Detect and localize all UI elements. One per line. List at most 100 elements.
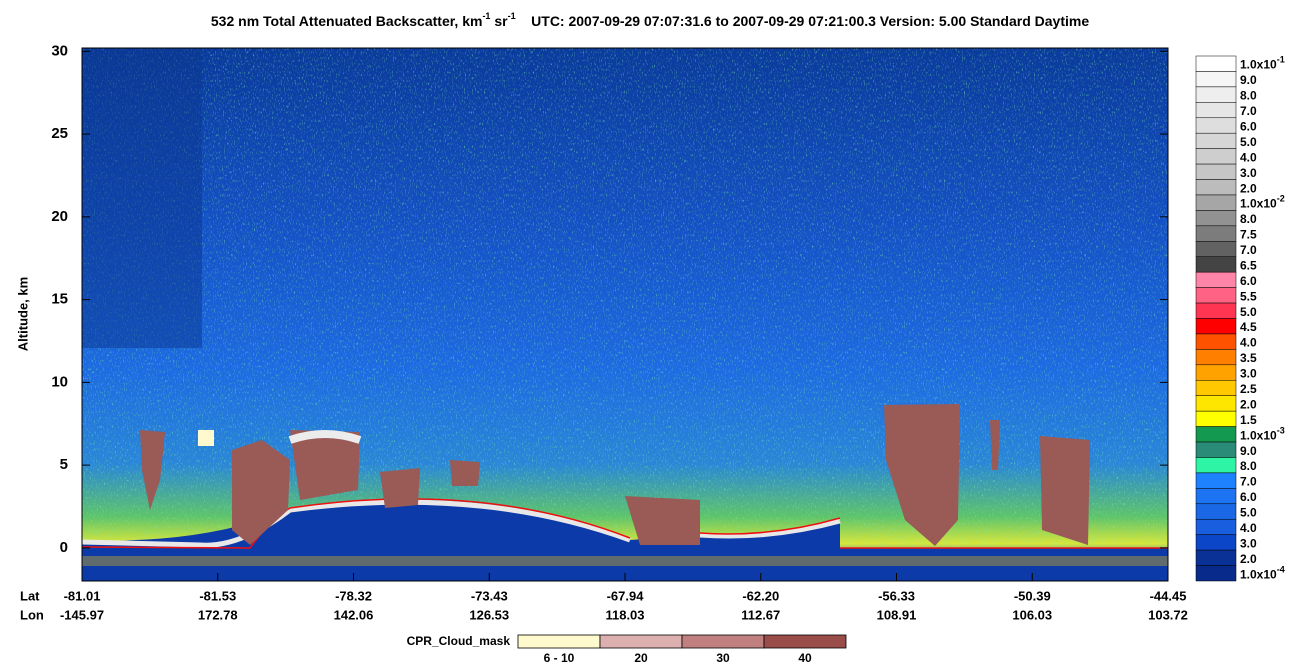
colorbar-cell — [1195, 472, 1237, 489]
colorbar-label-text: 7.0 — [1240, 243, 1257, 257]
colorbar-label: 6.0 — [1240, 274, 1257, 288]
cloud-mask-swatch — [517, 634, 601, 649]
lon-label: 118.03 — [605, 607, 644, 622]
colorbar-cell — [1195, 163, 1237, 180]
cloud-mask-label: 30 — [716, 651, 730, 665]
lon-label: 112.67 — [741, 607, 780, 622]
colorbar-label: 3.0 — [1240, 166, 1257, 180]
cloud-mask-label: 20 — [634, 651, 648, 665]
colorbar-label: 3.5 — [1240, 351, 1257, 365]
colorbar-cell — [1195, 549, 1237, 566]
colorbar-cell — [1195, 287, 1237, 304]
colorbar-label-text: 2.0 — [1240, 181, 1257, 195]
colorbar-cell — [1195, 364, 1237, 381]
chart-title: 532 nm Total Attenuated Backscatter, km-… — [211, 11, 1089, 28]
colorbar-label: 7.0 — [1240, 475, 1257, 489]
colorbar-label-text: 3.0 — [1240, 166, 1257, 180]
colorbar-label: 4.0 — [1240, 521, 1257, 535]
lat-label: -50.39 — [1014, 588, 1051, 603]
lon-label: 108.91 — [877, 607, 917, 622]
colorbar-label-text: 5.0 — [1240, 135, 1257, 149]
cloud-mask-swatch — [763, 634, 847, 649]
lat-label: -67.94 — [607, 588, 645, 603]
colorbar-label-sup: -2 — [1277, 194, 1285, 204]
colorbar-label: 9.0 — [1240, 73, 1257, 87]
colorbar-label-text: 4.5 — [1240, 320, 1257, 334]
lon-label: 103.72 — [1148, 607, 1188, 622]
lon-label: 172.78 — [198, 607, 238, 622]
colorbar-cell — [1195, 565, 1237, 582]
colorbar-label-text: 1.0x10 — [1240, 428, 1277, 442]
colorbar-cell — [1195, 457, 1237, 474]
lon-label: 106.03 — [1012, 607, 1052, 622]
colorbar-cell — [1195, 55, 1237, 72]
colorbar-label-text: 1.0x10 — [1240, 197, 1277, 211]
colorbar-label-text: 3.5 — [1240, 351, 1257, 365]
colorbar-label-sup: -1 — [1277, 55, 1285, 65]
colorbar-cell — [1195, 395, 1237, 412]
colorbar-label: 2.0 — [1240, 181, 1257, 195]
colorbar-cell — [1195, 302, 1237, 319]
cloud-mask-title: CPR_Cloud_mask — [407, 634, 511, 648]
colorbar-cell — [1195, 102, 1237, 119]
colorbar-label: 7.0 — [1240, 104, 1257, 118]
x-row-label: Lat — [20, 588, 40, 603]
colorbar-cell — [1195, 225, 1237, 242]
colorbar-cell — [1195, 148, 1237, 165]
colorbar-cell — [1195, 132, 1237, 149]
cloud-mask-swatch — [681, 634, 765, 649]
colorbar-label: 6.0 — [1240, 120, 1257, 134]
y-tick-label: 0 — [60, 539, 68, 556]
colorbar-label: 4.0 — [1240, 336, 1257, 350]
colorbar-cell — [1195, 349, 1237, 366]
y-tick-label: 30 — [51, 42, 68, 59]
colorbar-label-text: 3.0 — [1240, 367, 1257, 381]
colorbar-cell — [1195, 210, 1237, 227]
colorbar-label-sup: -3 — [1277, 426, 1285, 436]
cloud-mask-label: 6 - 10 — [544, 651, 575, 665]
colorbar-cell — [1195, 441, 1237, 458]
colorbar-label: 3.0 — [1240, 367, 1257, 381]
colorbar-label: 1.0x10-4 — [1240, 565, 1285, 582]
lon-label: -145.97 — [60, 607, 104, 622]
colorbar-label-text: 4.0 — [1240, 336, 1257, 350]
colorbar-label-text: 9.0 — [1240, 73, 1257, 87]
title-part: sr — [490, 13, 508, 29]
colorbar-label: 8.0 — [1240, 89, 1257, 103]
lat-label: -73.43 — [471, 588, 508, 603]
colorbar-label-text: 2.0 — [1240, 398, 1257, 412]
colorbar-label-text: 8.0 — [1240, 212, 1257, 226]
colorbar-label-text: 5.0 — [1240, 305, 1257, 319]
colorbar-label-text: 6.0 — [1240, 274, 1257, 288]
colorbar-cell — [1195, 179, 1237, 196]
colorbar-label-text: 2.0 — [1240, 552, 1257, 566]
colorbar-label: 1.5 — [1240, 413, 1257, 427]
colorbar-label-text: 4.0 — [1240, 521, 1257, 535]
colorbar-label: 5.0 — [1240, 135, 1257, 149]
y-tick-label: 25 — [51, 125, 68, 142]
colorbar-label-text: 1.0x10 — [1240, 567, 1277, 581]
colorbar-cell — [1195, 426, 1237, 443]
colorbar-cell — [1195, 194, 1237, 211]
colorbar-label-text: 1.5 — [1240, 413, 1257, 427]
lat-label: -81.01 — [64, 588, 101, 603]
colorbar-label-text: 8.0 — [1240, 459, 1257, 473]
colorbar-label-text: 7.5 — [1240, 228, 1257, 242]
colorbar-label: 3.0 — [1240, 537, 1257, 551]
colorbar-cell — [1195, 117, 1237, 134]
colorbar-cell — [1195, 71, 1237, 88]
colorbar-label-text: 9.0 — [1240, 444, 1257, 458]
colorbar-label-text: 4.0 — [1240, 151, 1257, 165]
colorbar-label-sup: -4 — [1277, 565, 1285, 575]
y-tick-label: 15 — [51, 291, 68, 308]
backscatter-image — [81, 48, 1168, 581]
colorbar-cell — [1195, 333, 1237, 350]
title-part: UTC: 2007-09-29 07:07:31.6 to 2007-09-29… — [531, 13, 1089, 29]
cloud-mask-swatch — [599, 634, 683, 649]
title-sup: -1 — [508, 11, 516, 21]
colorbar-label-text: 3.0 — [1240, 537, 1257, 551]
colorbar-label: 8.0 — [1240, 459, 1257, 473]
colorbar-cell — [1195, 241, 1237, 257]
colorbar-label-text: 5.0 — [1240, 506, 1257, 520]
colorbar-cell — [1195, 488, 1237, 505]
